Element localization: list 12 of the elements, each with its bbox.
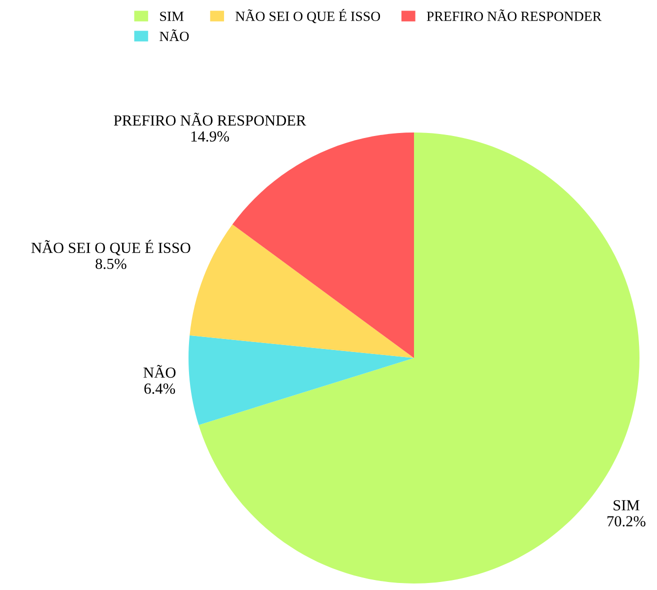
legend-label: PREFIRO NÃO RESPONDER (426, 9, 602, 22)
data-label: 8.5% (96, 258, 126, 270)
slice-label: NÃO SEI O QUE É ISSO (31, 240, 190, 256)
data-label: 6.4% (144, 383, 176, 394)
slice-label: SIM (614, 500, 640, 510)
slice-label: PREFIRO NÃO RESPONDER (114, 112, 306, 126)
data-label: 70.2% (607, 516, 646, 526)
legend-label: SIM (160, 12, 184, 22)
slice-label: NÃO (144, 364, 176, 378)
data-label: 14.9% (191, 131, 230, 142)
legend-label: NÃO SEI O QUE É ISSO (236, 9, 380, 24)
legend-label: NÃO (160, 29, 189, 42)
